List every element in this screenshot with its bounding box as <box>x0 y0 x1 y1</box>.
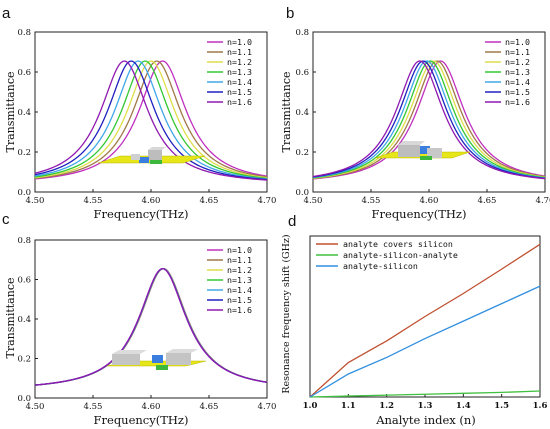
x-tick-label-b: 4.65 <box>478 196 497 206</box>
y-tick-label-c: 0.8 <box>17 236 31 246</box>
y-tick-label-b: 0.6 <box>295 68 309 78</box>
x-tick-label-a: 4.70 <box>258 196 277 206</box>
x-tick-label-a: 4.50 <box>26 196 45 206</box>
y-tick-label-a: 0.2 <box>17 148 31 158</box>
y-tick-label-b: 0.8 <box>295 28 309 38</box>
x-tick-label-d: 1.4 <box>456 401 471 411</box>
series-line-a-6 <box>34 60 268 181</box>
legend-label-b-3: n=1.3 <box>505 67 530 77</box>
legend-label-c-1: n=1.1 <box>227 255 252 265</box>
series-line-a-0 <box>34 60 268 180</box>
x-tick-label-b: 4.70 <box>536 196 550 206</box>
legend-label-c-3: n=1.3 <box>227 275 252 285</box>
y-tick-label-c: 0.6 <box>17 276 31 286</box>
x-tick-label-c: 4.70 <box>258 402 277 412</box>
legend-label-c-0: n=1.0 <box>227 245 252 255</box>
y-tick-label-c: 0.2 <box>17 355 31 365</box>
series-line-b-1 <box>312 60 546 180</box>
x-tick-label-b: 4.55 <box>362 196 381 206</box>
panel-a-plot: 4.50 4.55 4.60 4.65 4.70 0.0 0.2 0.4 0.6 0.8 n=1.0… <box>17 28 276 206</box>
y-tick-label-a: 0.0 <box>17 188 31 198</box>
legend-label-b-6: n=1.6 <box>505 97 530 107</box>
inset-structure-b <box>374 141 471 160</box>
panel-label-c: c <box>2 211 10 228</box>
x-tick-label-d: 1.6 <box>533 401 548 411</box>
x-tick-label-d: 1.2 <box>379 401 394 411</box>
legend-label-a-1: n=1.1 <box>227 47 252 57</box>
legend-label-c-5: n=1.5 <box>227 295 252 305</box>
x-tick-label-c: 4.65 <box>200 402 219 412</box>
y-tick-label-a: 0.4 <box>17 108 31 118</box>
x-tick-label-d: 1.0 <box>303 401 318 411</box>
y-tick-label-b: 0.2 <box>295 148 309 158</box>
panel-label-d: d <box>288 213 296 230</box>
x-axis-label-a: Frequency(THz) <box>94 207 189 221</box>
panel-c-plot: 4.50 4.55 4.60 4.65 4.70 0.0 0.2 0.4 0.6 0.8 n=1.0… <box>17 236 276 412</box>
legend-label-a-0: n=1.0 <box>227 37 252 47</box>
x-tick-label-d: 1.5 <box>494 401 509 411</box>
panel-d-plot: 1.0 1.1 1.2 1.3 1.4 1.5 1.6 analyte covers sili… <box>303 235 548 411</box>
x-tick-label-c: 4.60 <box>142 402 161 412</box>
x-axis-label-c: Frequency(THz) <box>94 413 189 427</box>
y-tick-label-b: 0.4 <box>295 108 309 118</box>
legend-label-b-0: n=1.0 <box>505 37 530 47</box>
series-line-a-4 <box>34 60 268 180</box>
legend-label-b-4: n=1.4 <box>505 77 530 87</box>
x-tick-label-a: 4.55 <box>84 196 103 206</box>
legend-label-d-1: analyte-silicon-analyte <box>343 250 458 260</box>
x-tick-label-a: 4.65 <box>200 196 219 206</box>
y-tick-label-a: 0.6 <box>17 68 31 78</box>
y-axis-label-d: Resonance frequency shift (GHz) <box>281 234 292 393</box>
series-line-b-4 <box>312 60 546 179</box>
legend-label-b-1: n=1.1 <box>505 47 530 57</box>
x-tick-label-a: 4.60 <box>142 196 161 206</box>
x-tick-label-d: 1.3 <box>418 401 433 411</box>
legend-label-c-4: n=1.4 <box>227 285 252 295</box>
series-line-b-0 <box>312 60 546 180</box>
y-axis-label-a: Transmittance <box>4 72 17 153</box>
legend-label-a-5: n=1.5 <box>227 87 252 97</box>
y-tick-label-a: 0.8 <box>17 28 31 38</box>
panel-b-plot: 4.50 4.55 4.60 4.65 4.70 0.0 0.2 0.4 0.6 0.8 n=1.0… <box>295 28 550 206</box>
series-line-d-0 <box>309 243 541 398</box>
x-axis-label-b: Frequency(THz) <box>372 207 467 221</box>
x-tick-label-c: 4.50 <box>26 402 45 412</box>
series-line-b-2 <box>312 60 546 179</box>
legend-label-a-4: n=1.4 <box>227 77 252 87</box>
legend-label-a-2: n=1.2 <box>227 57 252 67</box>
legend-label-a-6: n=1.6 <box>227 97 252 107</box>
y-tick-label-c: 0.0 <box>17 394 31 404</box>
legend-label-a-3: n=1.3 <box>227 67 252 77</box>
legend-label-d-0: analyte covers silicon <box>343 239 453 249</box>
legend-label-b-2: n=1.2 <box>505 57 530 67</box>
inset-structure-a <box>97 147 206 164</box>
x-tick-label-c: 4.55 <box>84 402 103 412</box>
legend-label-c-6: n=1.6 <box>227 305 252 315</box>
x-tick-label-b: 4.60 <box>420 196 439 206</box>
y-tick-label-b: 0.0 <box>295 188 309 198</box>
x-axis-label-d: Analyte index (n) <box>375 413 476 427</box>
x-tick-label-d: 1.1 <box>341 401 356 411</box>
series-line-b-6 <box>312 60 546 180</box>
x-tick-label-b: 4.50 <box>304 196 323 206</box>
panel-label-b: b <box>286 5 294 22</box>
panel-label-a: a <box>2 5 11 22</box>
series-line-d-2 <box>309 285 541 398</box>
inset-structure-c <box>106 349 207 370</box>
series-line-b-5 <box>312 60 546 179</box>
y-tick-label-c: 0.4 <box>17 315 31 325</box>
series-line-a-3 <box>34 60 268 179</box>
legend-label-c-2: n=1.2 <box>227 265 252 275</box>
series-line-a-2 <box>34 60 268 179</box>
legend-label-b-5: n=1.5 <box>505 87 530 97</box>
legend-label-d-2: analyte-silicon <box>343 261 418 271</box>
series-line-c-6 <box>34 267 268 386</box>
series-line-d-1 <box>309 390 541 398</box>
y-axis-label-b: Transmittance <box>280 72 293 153</box>
y-axis-label-c: Transmittance <box>4 278 17 359</box>
series-line-a-5 <box>34 60 268 181</box>
